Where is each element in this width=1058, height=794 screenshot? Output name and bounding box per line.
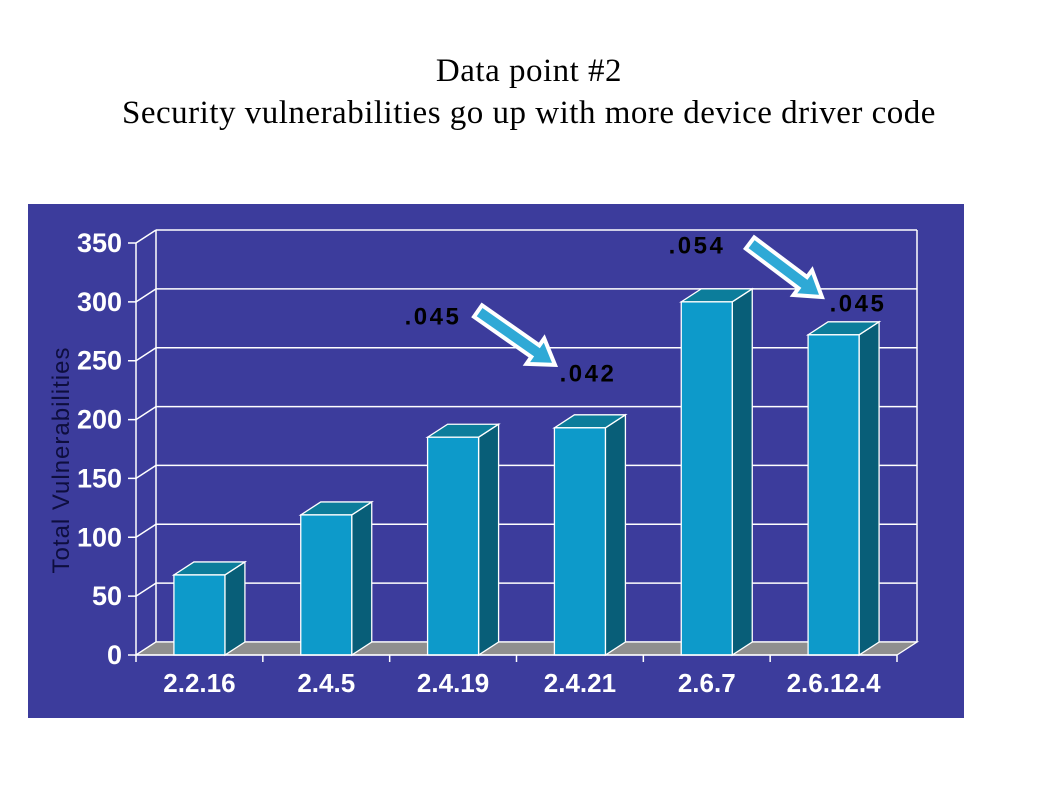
y-tick-100 (128, 523, 157, 539)
bar-front-face (426, 436, 480, 656)
bar-2.6.12.4 (805, 320, 882, 657)
bar-2.4.21 (552, 413, 628, 657)
y-tick-label-150: 150 (77, 463, 122, 493)
title-line-2: Security vulnerabilities go up with more… (122, 95, 936, 131)
callout-arrow-1 (471, 302, 559, 368)
y-tick-label-0: 0 (107, 640, 122, 670)
callout-arrow-2 (742, 234, 825, 300)
ratio-annotation-1: .045 (405, 304, 462, 331)
x-category-label-2.6.12.4: 2.6.12.4 (787, 668, 882, 698)
bar-front-face (300, 514, 353, 656)
y-tick-label-350: 350 (77, 228, 122, 258)
chart-panel: 0 50 100 150 200 250 300 350 2.2.16 2.4.5 2.4.19 2.… (28, 204, 964, 718)
x-category-label-2.2.16: 2.2.16 (163, 668, 235, 698)
bar-2.4.19 (425, 423, 501, 657)
y-tick-200 (128, 405, 157, 421)
bar-side-face (731, 287, 753, 657)
y-tick-250 (128, 347, 157, 362)
x-category-label-2.4.19: 2.4.19 (417, 668, 489, 698)
ratio-annotation-3: .054 (669, 233, 726, 260)
chart-floor (133, 641, 920, 656)
bar-side-face (351, 500, 373, 657)
slide-title: Data point #2 Security vulnerabilities g… (0, 50, 1058, 134)
ratio-annotation-2: .042 (560, 361, 617, 388)
bar-side-face (604, 413, 627, 657)
bar-front-face (553, 427, 607, 656)
ratio-annotation-4: .045 (830, 291, 887, 318)
bar-2.4.5 (298, 500, 374, 657)
x-category-label-2.6.7: 2.6.7 (678, 668, 736, 698)
x-category-label-2.4.5: 2.4.5 (297, 668, 355, 698)
title-line-1: Data point #2 (435, 53, 623, 89)
bar-front-face (680, 301, 733, 656)
vulnerabilities-bar-chart-3d: 0 50 100 150 200 250 300 350 2.2.16 2.4.5 2.4.19 2.… (77, 228, 920, 698)
y-tick-label-100: 100 (77, 522, 122, 552)
y-tick-label-300: 300 (77, 287, 122, 317)
y-tick-300 (128, 288, 157, 303)
bar-side-face (224, 560, 246, 657)
bar-side-face (858, 320, 880, 657)
bar-side-face (477, 423, 500, 657)
x-category-label-2.4.21: 2.4.21 (544, 668, 616, 698)
bar-2.6.7 (679, 287, 755, 657)
bar-2.2.16 (171, 560, 248, 657)
y-tick-label-250: 250 (77, 346, 122, 376)
y-axis-title: Total Vulnerabilities (48, 346, 75, 574)
y-tick-150 (128, 464, 157, 480)
y-tick-350 (128, 229, 157, 244)
bar-front-face (807, 334, 860, 656)
y-tick-50 (128, 582, 157, 597)
y-tick-label-200: 200 (77, 405, 122, 435)
y-tick-label-50: 50 (92, 581, 122, 611)
bar-front-face (173, 574, 226, 656)
